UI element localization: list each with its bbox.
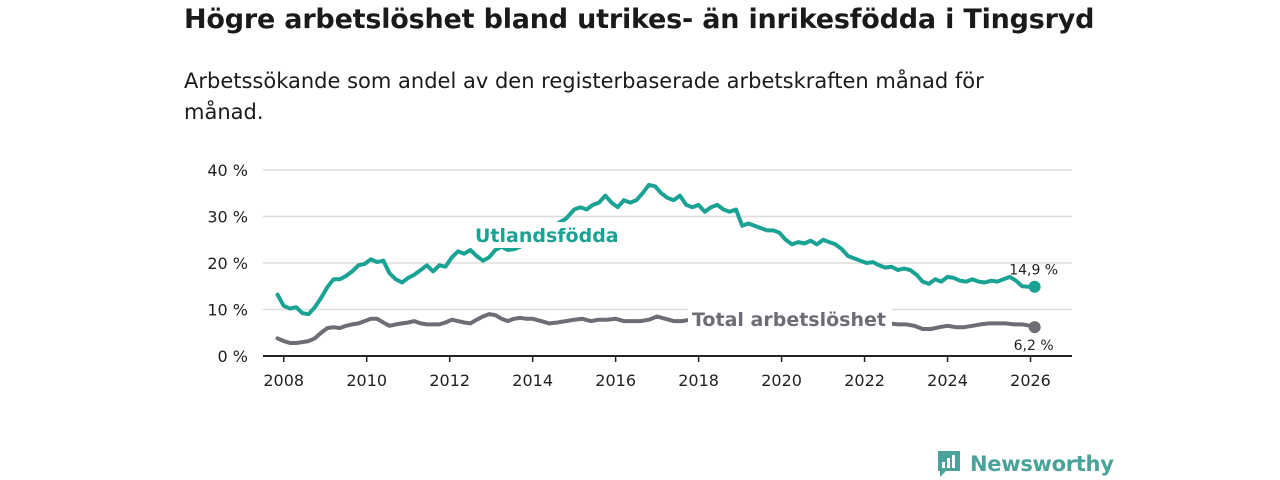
- x-axis-ticks: 2008 2010 2012 2014 2016 2018 2020 2022 2024 2026: [263, 356, 1051, 390]
- x-tick-label: 2008: [263, 371, 304, 390]
- series-lines: [275, 182, 1041, 345]
- newsworthy-logo-icon: [938, 451, 960, 477]
- brand-name: Newsworthy: [970, 452, 1114, 476]
- x-tick-label: 2020: [761, 371, 802, 390]
- x-tick-label: 2024: [927, 371, 968, 390]
- label-halo-utlandsfodda: [471, 222, 625, 248]
- series-label-total: Total arbetslöshet: [692, 309, 886, 331]
- series-line-utlandsfodda: [275, 182, 1037, 317]
- chart-title: Högre arbetslöshet bland utrikes- än inr…: [184, 4, 1095, 35]
- newsworthy-brand[interactable]: Newsworthy: [936, 449, 1114, 479]
- x-tick-label: 2010: [346, 371, 387, 390]
- chart-subtitle: Arbetssökande som andel av den registerb…: [184, 69, 984, 124]
- end-point-utlandsfodda: [1028, 280, 1041, 293]
- y-tick-label: 10 %: [207, 301, 248, 320]
- end-label-total: 6,2 %: [1014, 338, 1054, 354]
- y-axis-ticks: 0 % 10 % 20 % 30 % 40 %: [207, 161, 248, 366]
- y-tick-label: 20 %: [207, 254, 248, 273]
- y-tick-label: 0 %: [218, 347, 248, 366]
- x-tick-label: 2014: [512, 371, 553, 390]
- x-tick-label: 2018: [678, 371, 719, 390]
- end-point-total: [1028, 321, 1041, 334]
- x-tick-label: 2022: [844, 371, 885, 390]
- label-halo-total: [688, 305, 892, 333]
- x-tick-label: 2012: [429, 371, 470, 390]
- series-labels: 14,9 % 6,2 % Utlandsfödda Total arbetslöshe…: [471, 222, 1058, 354]
- y-tick-label: 40 %: [207, 161, 248, 180]
- x-tick-label: 2016: [595, 371, 636, 390]
- y-tick-label: 30 %: [207, 208, 248, 227]
- series-line-total: [275, 312, 1037, 345]
- end-label-utlandsfodda: 14,9 %: [1009, 263, 1058, 279]
- grid-lines: [263, 169, 1072, 311]
- series-label-utlandsfodda: Utlandsfödda: [475, 225, 619, 247]
- x-tick-label: 2026: [1010, 371, 1051, 390]
